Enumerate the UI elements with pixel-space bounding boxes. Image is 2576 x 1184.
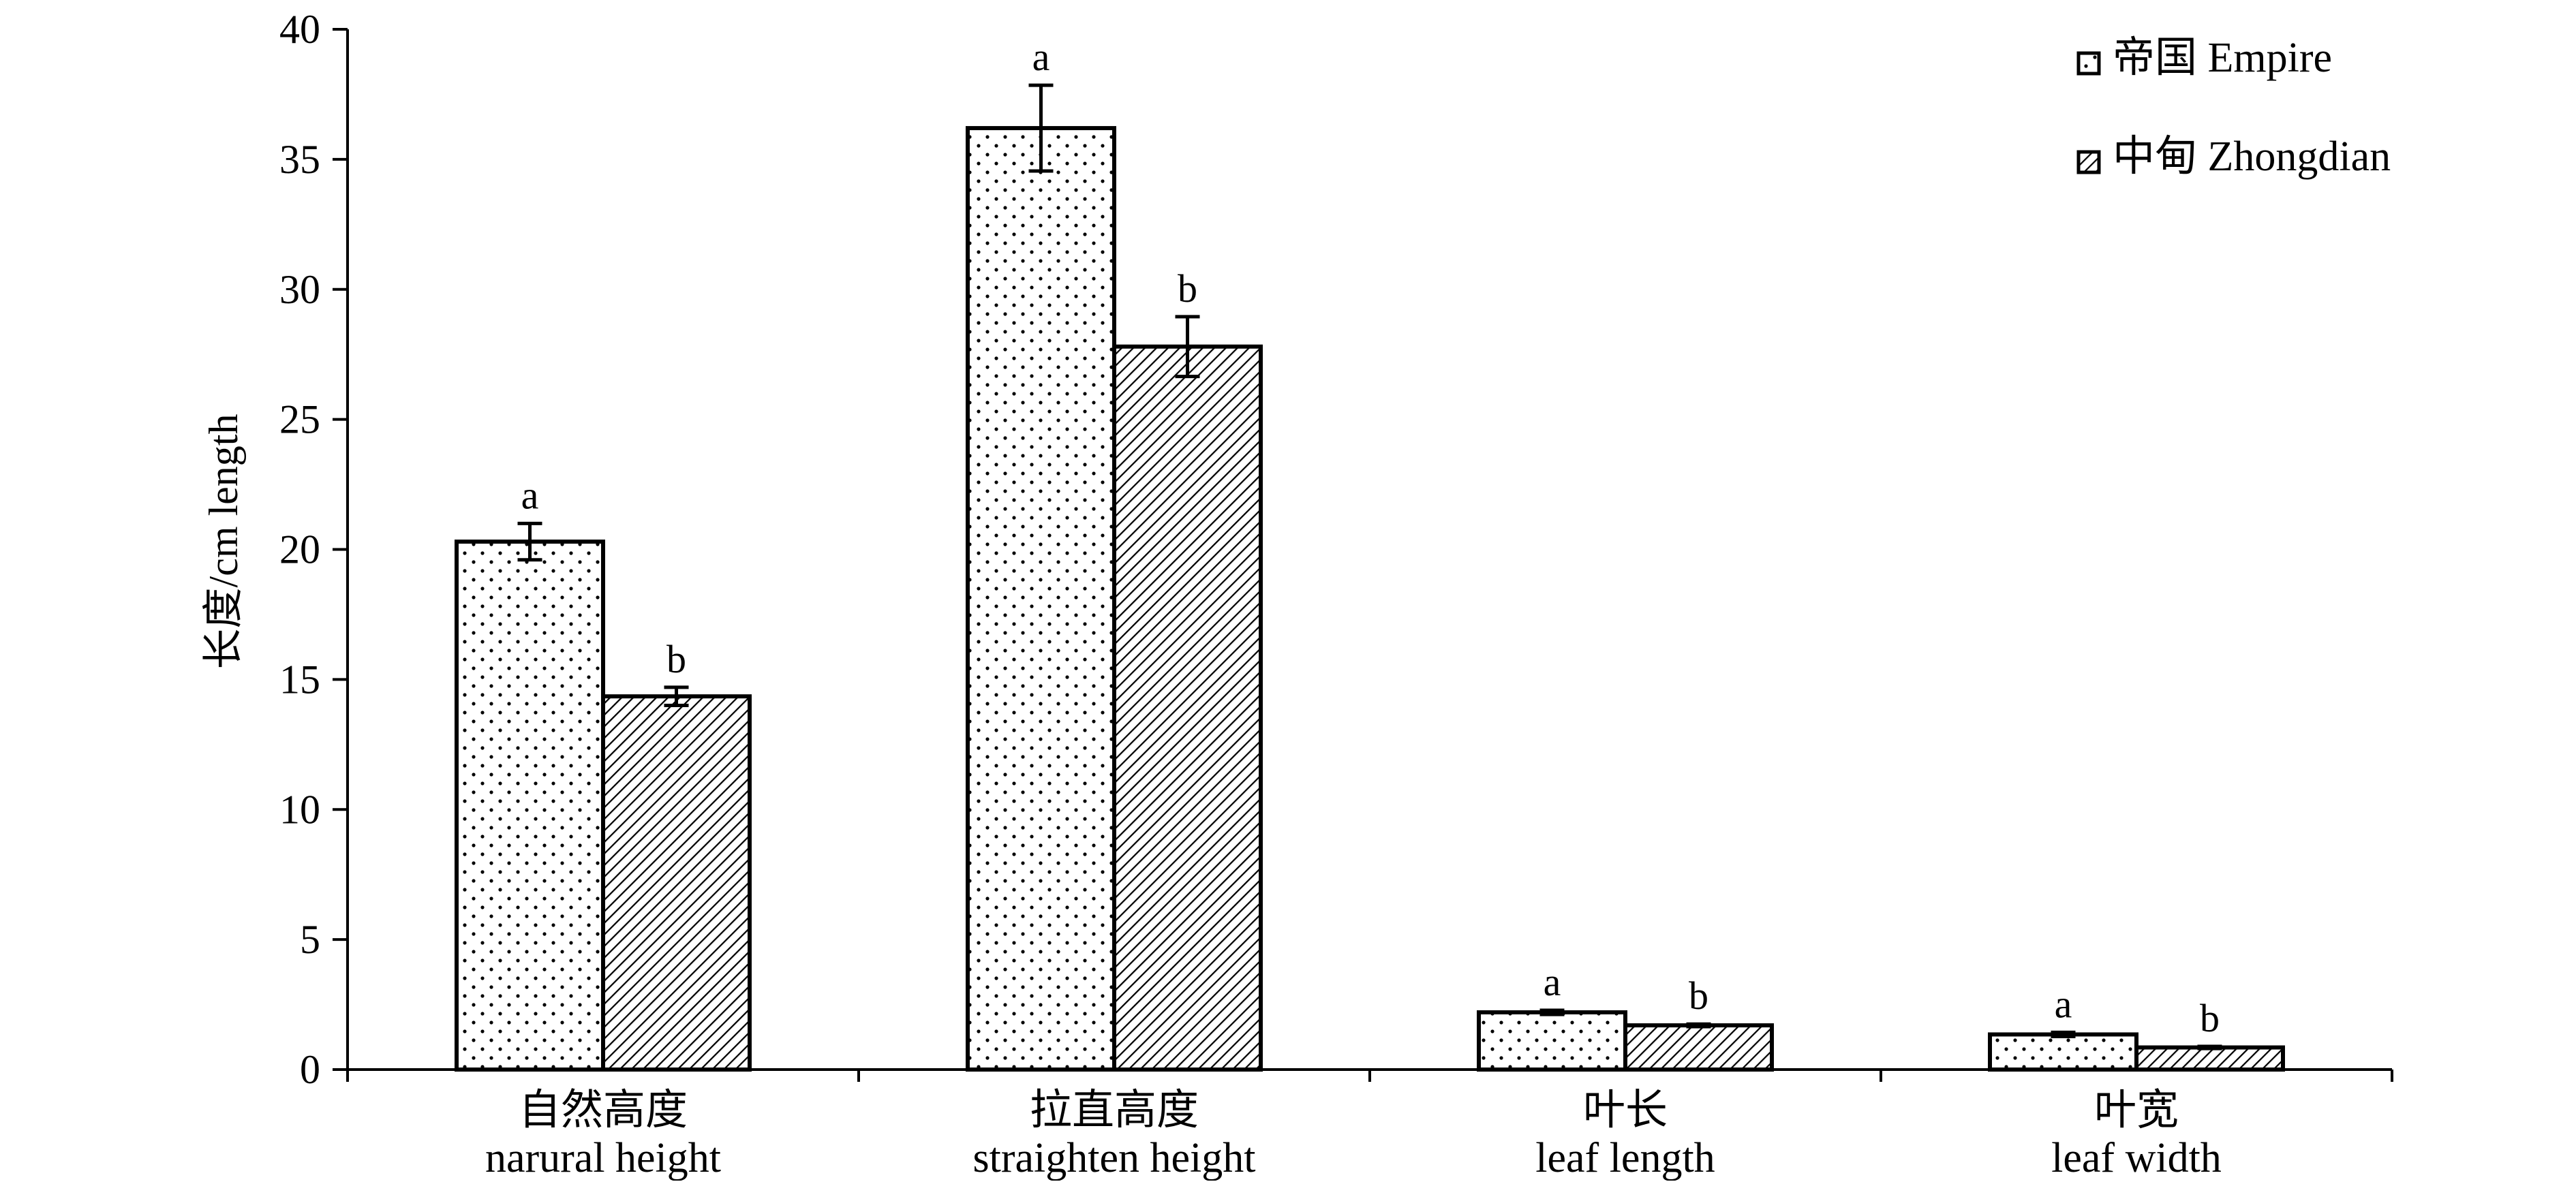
legend-entry: 中甸 Zhongdian xyxy=(2113,134,2391,180)
x-category-label-cn: 叶长 xyxy=(1583,1087,1668,1134)
bar-empire xyxy=(1477,1010,1627,1072)
bar-empire xyxy=(455,540,605,1072)
significance-label: a xyxy=(2055,982,2072,1026)
x-category-label-en: straighten height xyxy=(973,1135,1256,1181)
y-tick-label: 30 xyxy=(279,267,320,312)
bar-empire xyxy=(1988,1032,2138,1072)
y-tick-label: 20 xyxy=(279,527,320,572)
legend: 帝国 Empire 中甸 Zhongdian xyxy=(2076,35,2391,180)
significance-label: b xyxy=(2200,996,2220,1040)
x-category-label-en: leaf width xyxy=(2051,1135,2222,1181)
y-tick-label: 25 xyxy=(279,397,320,442)
x-category-label-cn: 自然高度 xyxy=(519,1087,688,1134)
bar-empire xyxy=(966,126,1116,1072)
legend-swatch xyxy=(2076,150,2101,174)
y-tick-label: 35 xyxy=(279,137,320,182)
bars xyxy=(455,83,2285,1072)
labels: 0 5 10 15 20 25 30 35 40 长度/cm length 自然高度narural … xyxy=(201,7,2222,1181)
significance-label: b xyxy=(1178,266,1197,311)
y-tick-label: 40 xyxy=(279,7,320,52)
x-category-label-en: narural height xyxy=(485,1135,721,1181)
significance-label: a xyxy=(521,473,539,517)
significance-label: b xyxy=(666,637,686,681)
significance-label: b xyxy=(1689,973,1708,1018)
y-tick-label: 5 xyxy=(300,917,320,962)
x-category-label-en: leaf length xyxy=(1535,1135,1715,1181)
bar-zhongdian xyxy=(1623,1023,1774,1072)
significance-label: a xyxy=(1544,960,1561,1004)
y-tick-label: 0 xyxy=(300,1047,320,1092)
y-tick-label: 15 xyxy=(279,657,320,702)
legend-swatch xyxy=(2076,51,2101,76)
y-axis-label: 长度/cm length xyxy=(201,414,246,670)
bar-zhongdian xyxy=(2134,1045,2285,1072)
y-tick-label: 10 xyxy=(279,787,320,832)
bar-zhongdian xyxy=(601,694,752,1072)
bar-zhongdian xyxy=(1112,344,1263,1072)
x-category-label-cn: 拉直高度 xyxy=(1030,1087,1199,1134)
x-category-label-cn: 叶宽 xyxy=(2094,1087,2179,1134)
legend-entry: 帝国 Empire xyxy=(2113,35,2332,81)
significance-label: a xyxy=(1032,35,1050,79)
